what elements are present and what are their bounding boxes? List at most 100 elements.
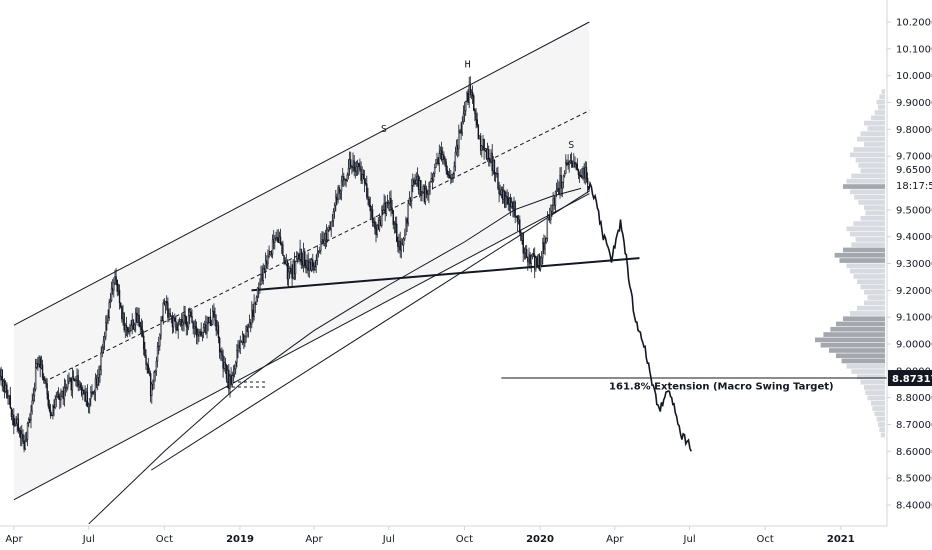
price-candle	[398, 240, 400, 247]
price-candle	[125, 325, 128, 329]
price-candle	[387, 202, 390, 205]
price-candle	[492, 160, 495, 171]
price-candle	[534, 254, 536, 270]
price-candle	[147, 364, 150, 374]
price-candle	[67, 380, 69, 388]
price-candle	[302, 251, 305, 266]
price-candle	[444, 158, 446, 163]
price-candle	[337, 187, 339, 200]
volume-bar	[881, 89, 885, 94]
price-candle	[176, 329, 178, 331]
price-candle	[581, 176, 583, 179]
price-candle	[172, 317, 175, 328]
price-candle	[312, 259, 314, 267]
price-candle	[500, 189, 503, 195]
price-candle	[347, 167, 350, 176]
price-candle	[23, 441, 25, 450]
price-candle	[293, 260, 296, 275]
price-candle	[473, 95, 475, 111]
price-candle	[270, 251, 273, 255]
price-candle	[206, 322, 208, 334]
price-candle	[453, 166, 455, 175]
y-tick-label: 9.40000	[896, 232, 932, 243]
price-level-badge	[888, 162, 932, 177]
price-candle	[146, 364, 148, 366]
price-candle	[484, 148, 486, 151]
price-candle	[95, 378, 98, 386]
volume-bar	[865, 390, 885, 395]
price-candle	[374, 220, 376, 229]
y-tick-label: 8.80000	[896, 393, 932, 404]
y-tick-label: 8.50000	[896, 474, 932, 485]
price-candle	[177, 324, 179, 331]
price-candle	[481, 145, 483, 151]
price-candle	[525, 248, 528, 258]
price-candle	[582, 168, 584, 179]
price-candle	[282, 244, 284, 256]
price-layer	[0, 76, 692, 453]
price-candle	[221, 351, 223, 356]
price-candle	[114, 276, 116, 284]
y-tick-label: 9.20000	[896, 286, 932, 297]
price-candle	[9, 395, 12, 408]
price-candle	[287, 271, 290, 280]
price-candle	[521, 233, 523, 241]
price-candle	[126, 327, 129, 332]
price-candle	[284, 260, 286, 265]
price-candle	[332, 211, 335, 222]
price-candle	[394, 223, 397, 225]
price-candle	[236, 349, 238, 363]
price-candle	[34, 367, 37, 390]
price-candle	[47, 393, 49, 407]
price-candle	[376, 224, 378, 235]
x-tick-label: Apr	[305, 534, 323, 545]
price-candle	[462, 113, 465, 122]
price-candle	[97, 376, 99, 386]
price-candle	[479, 135, 482, 151]
price-candle	[297, 253, 299, 259]
price-candle	[548, 215, 551, 221]
volume-bar	[839, 258, 885, 263]
price-candle	[246, 326, 248, 332]
price-candle	[244, 335, 246, 344]
volume-bar	[864, 205, 885, 211]
price-candle	[405, 219, 407, 236]
price-candle	[223, 362, 225, 369]
price-candle	[545, 238, 547, 244]
price-candle	[544, 242, 546, 250]
price-candle	[169, 313, 171, 318]
price-candle	[261, 273, 263, 281]
price-candle	[445, 161, 447, 171]
price-candle	[183, 314, 185, 323]
price-candle	[87, 404, 90, 407]
price-candle	[536, 257, 538, 266]
price-candle	[410, 185, 413, 202]
price-candle	[489, 159, 491, 163]
price-candle	[45, 380, 47, 384]
price-candle	[305, 265, 307, 269]
price-candle	[254, 302, 256, 305]
price-candle	[129, 330, 131, 333]
price-candle	[450, 177, 452, 179]
price-candle	[386, 202, 389, 205]
price-candle	[251, 309, 253, 325]
x-tick-label: Jul	[382, 534, 395, 545]
price-candle	[84, 393, 86, 402]
price-candle	[558, 188, 560, 195]
x-tick-label: 2020	[526, 534, 554, 545]
volume-bar	[871, 115, 885, 121]
price-candle	[279, 236, 282, 244]
price-candle	[325, 232, 328, 241]
x-axis[interactable]: Apr Jul Oct 2019 Apr Jul Oct 2020 Apr Jul Oct 2021	[5, 526, 855, 545]
price-candle	[192, 322, 194, 329]
price-candle	[422, 185, 424, 193]
price-candle	[1, 369, 3, 387]
price-candle	[469, 84, 472, 96]
price-candle	[393, 223, 396, 225]
price-candle	[454, 151, 457, 168]
volume-bar	[843, 316, 885, 322]
price-candle	[199, 331, 201, 333]
price-candle	[29, 419, 31, 421]
price-candle	[100, 352, 102, 371]
